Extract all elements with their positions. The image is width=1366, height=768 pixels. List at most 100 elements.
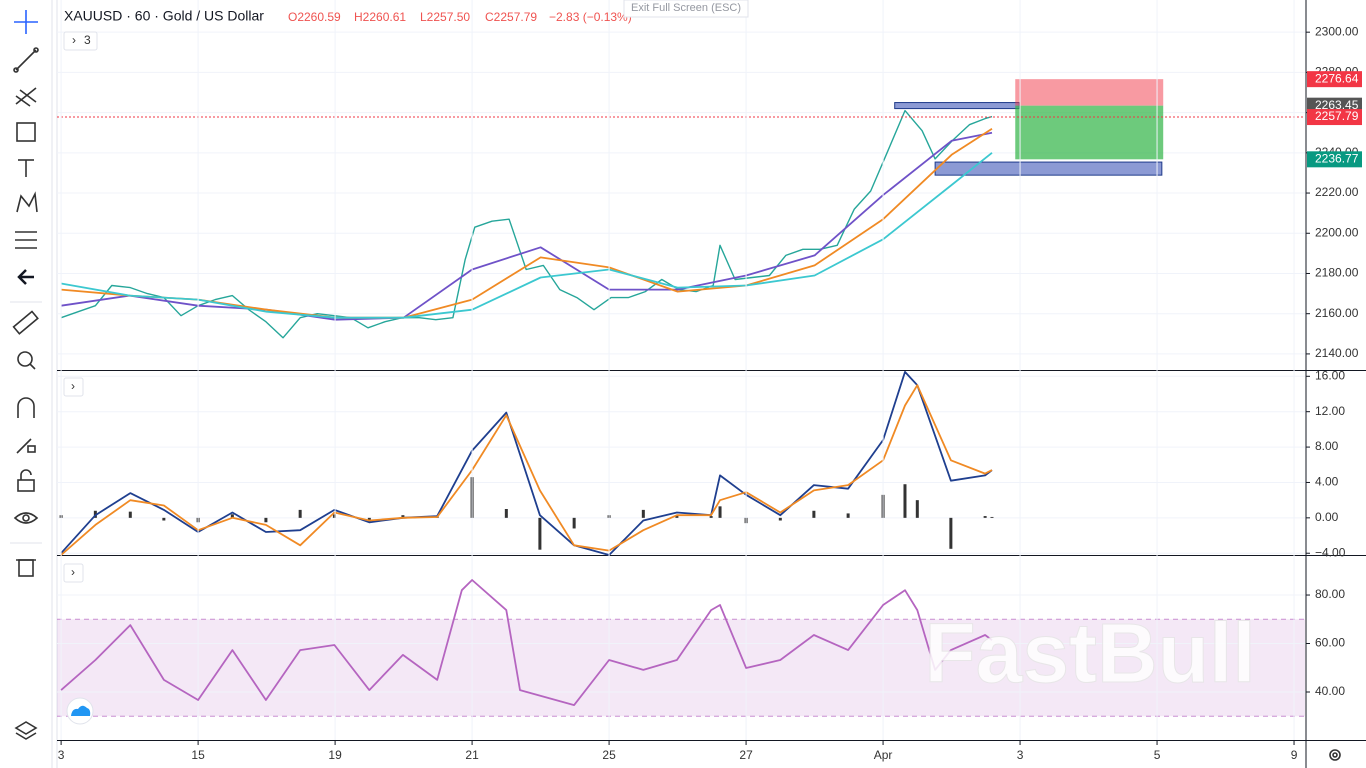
pane-frame	[56, 0, 1366, 768]
logo-icon	[71, 705, 91, 716]
y-tick-label: 0.00	[1315, 510, 1339, 524]
lock-tool[interactable]	[17, 469, 35, 492]
y-tick-label: 40.00	[1315, 684, 1345, 698]
y-tick-label: 12.00	[1315, 404, 1345, 418]
back-tool[interactable]	[17, 269, 34, 285]
price-badge	[1307, 109, 1362, 126]
drawn-rectangle	[894, 102, 1020, 110]
x-tick-label: 9	[1291, 748, 1298, 762]
x-tick-label: 3	[1017, 748, 1024, 762]
indicator-count: 3	[84, 33, 91, 47]
price-badge	[1307, 71, 1362, 88]
y-tick-label: 8.00	[1315, 439, 1339, 453]
series-line	[60, 152, 993, 319]
histogram-bar	[162, 517, 166, 521]
histogram-bar	[332, 514, 336, 518]
y-tick-label: 2300.00	[1315, 24, 1359, 38]
low-value: L2257.50	[420, 10, 470, 24]
histogram-bar	[128, 511, 132, 518]
y-tick-label: 2160.00	[1315, 306, 1359, 320]
drawn-rectangle	[934, 161, 1163, 176]
histogram-bar	[641, 509, 645, 518]
series-line	[60, 579, 993, 706]
text-tool[interactable]	[18, 159, 34, 177]
x-tick-label: 25	[602, 748, 616, 762]
x-tick-label: 15	[191, 748, 205, 762]
histogram-bar	[709, 516, 713, 518]
symbol-title: XAUUSD · 60 · Gold / US Dollar	[64, 8, 264, 24]
histogram-bar	[949, 517, 953, 549]
y-tick-label: 2140.00	[1315, 346, 1359, 360]
plot: 2140.002160.002180.002200.002220.002240.…	[57, 0, 1362, 762]
x-tick-label: 21	[465, 748, 479, 762]
histogram-bar	[230, 514, 234, 518]
histogram-bar	[401, 515, 405, 518]
histogram-bar	[538, 517, 542, 550]
delete-tool[interactable]	[16, 559, 36, 577]
y-tick-label: 2200.00	[1315, 225, 1359, 239]
y-tick-label: 80.00	[1315, 587, 1345, 601]
y-tick-label: 4.00	[1315, 475, 1339, 489]
exit-fullscreen-button[interactable]	[623, 0, 749, 18]
histogram-bar	[572, 517, 576, 529]
price-badge-label: 2257.79	[1315, 109, 1359, 123]
layers-tool[interactable]	[14, 721, 38, 740]
histogram-bar	[983, 516, 987, 518]
pane-toggle[interactable]	[63, 377, 84, 397]
toolbar	[10, 0, 53, 768]
histogram-bar	[915, 500, 919, 518]
histogram-bar	[298, 509, 302, 518]
histogram-bar	[264, 517, 268, 523]
toggle-arrow: ›	[71, 379, 75, 393]
pane-toggle[interactable]	[63, 563, 84, 583]
y-tick-label: 60.00	[1315, 636, 1345, 650]
settings-button[interactable]	[1329, 749, 1341, 761]
y-tick-label: 16.00	[1315, 368, 1345, 382]
shape-tool[interactable]	[16, 122, 36, 142]
price-badge-label: 2276.64	[1315, 71, 1359, 85]
open-value: O2260.59	[288, 10, 341, 24]
histogram-bar	[675, 515, 679, 518]
close-value: C2257.79	[485, 10, 537, 24]
pattern-tool[interactable]	[16, 191, 38, 213]
zoom-tool[interactable]	[17, 351, 36, 370]
toggle-arrow: ›	[71, 565, 75, 579]
exit-fullscreen-label: Exit Full Screen (ESC)	[631, 2, 741, 14]
y-tick-label: 2180.00	[1315, 266, 1359, 280]
histogram-bar	[903, 484, 907, 518]
change-value: −2.83 (−0.13%)	[549, 10, 632, 24]
magnet-tool[interactable]	[17, 397, 35, 418]
x-tick-label: 5	[1154, 748, 1161, 762]
histogram-bar	[504, 509, 508, 518]
histogram-bar	[778, 517, 782, 521]
high-value: H2260.61	[354, 10, 406, 24]
histogram-bar	[990, 516, 994, 518]
fib-tool[interactable]	[15, 87, 37, 107]
target-zone	[1015, 105, 1164, 160]
trendline-tool[interactable]	[13, 47, 39, 73]
histogram-bar	[812, 510, 816, 518]
ruler-tool[interactable]	[12, 310, 39, 335]
watermark: FastBull	[924, 606, 1255, 700]
x-tick-label: Apr	[874, 748, 893, 762]
stop-zone	[1015, 79, 1164, 106]
x-tick-label: 19	[328, 748, 342, 762]
hide-tool[interactable]	[13, 512, 39, 524]
crosshair-tool[interactable]	[14, 10, 38, 34]
y-tick-label: −4.00	[1315, 545, 1346, 559]
prediction-tool[interactable]	[15, 231, 37, 249]
price-badge-label: 2263.45	[1315, 98, 1359, 112]
toggle-arrow: ›	[72, 33, 76, 47]
price-badge	[1307, 151, 1362, 168]
x-tick-label: 27	[739, 748, 753, 762]
histogram-bar	[846, 513, 850, 518]
histogram-bar	[718, 506, 722, 518]
price-badge-label: 2236.77	[1315, 151, 1359, 165]
indicators-toggle[interactable]	[63, 31, 98, 51]
y-tick-label: 2220.00	[1315, 185, 1359, 199]
x-tick-label: 3	[58, 748, 65, 762]
stay-drawing-tool[interactable]	[16, 438, 36, 454]
series-line	[60, 131, 993, 321]
